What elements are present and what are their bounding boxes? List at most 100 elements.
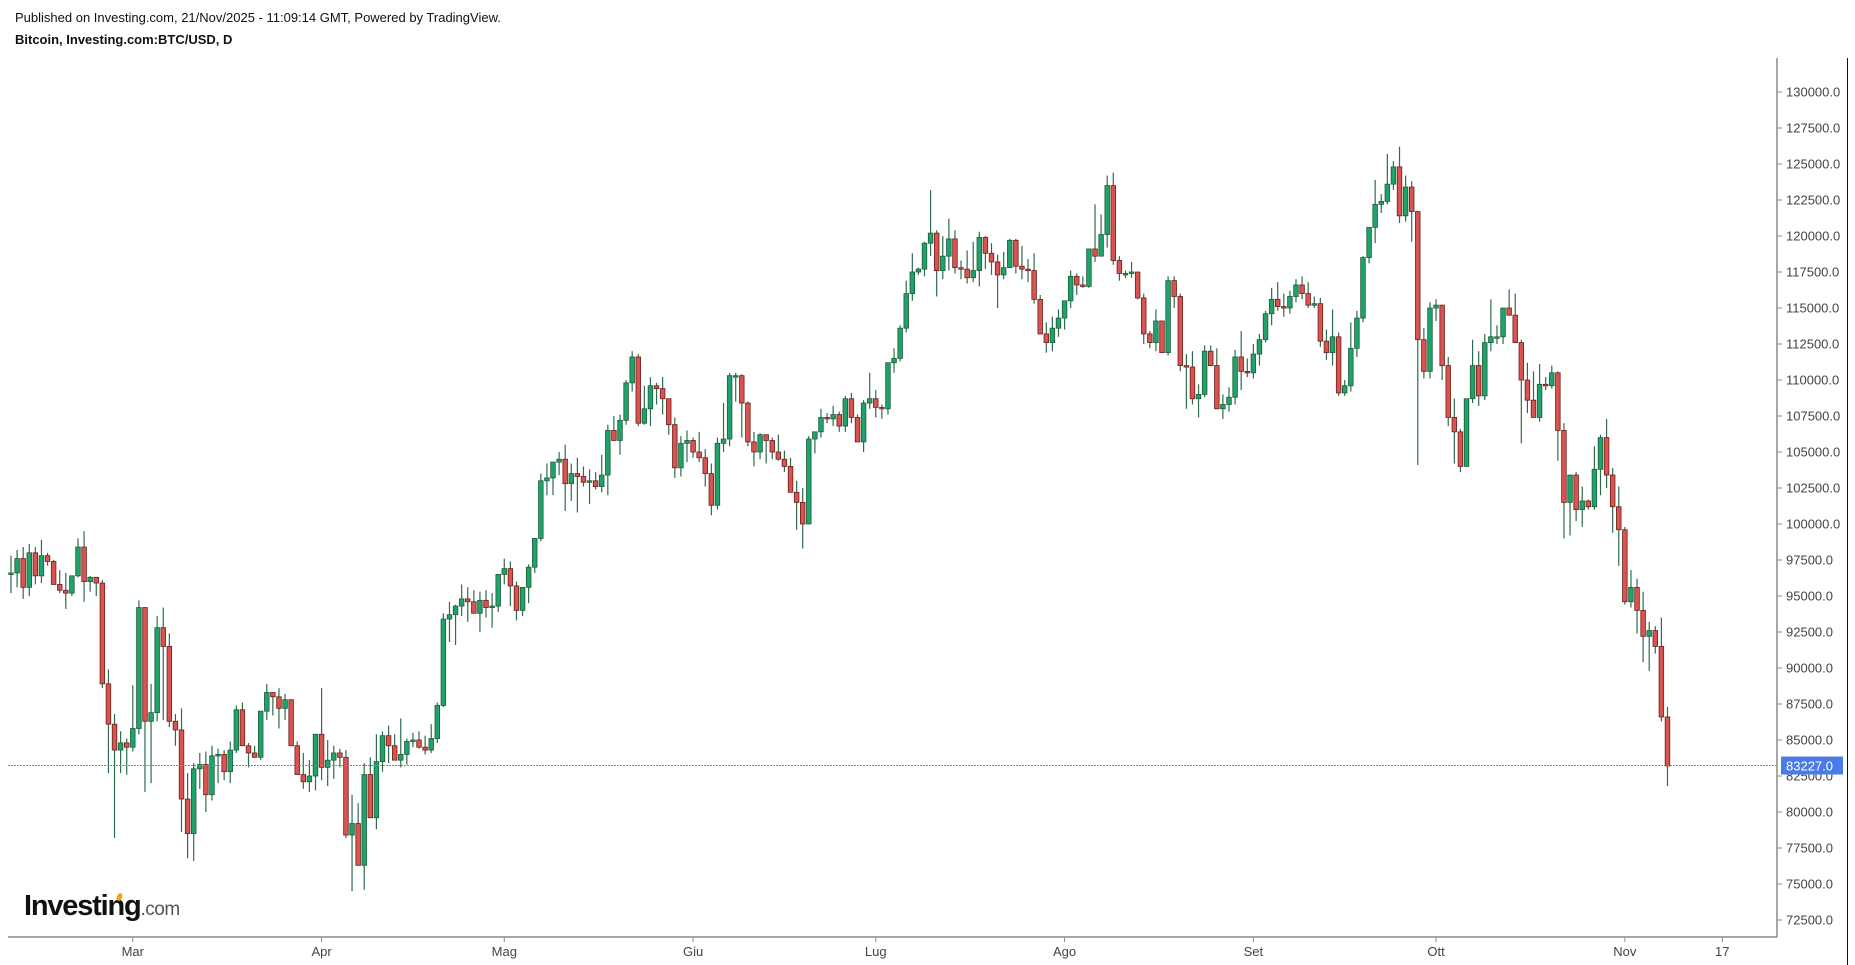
- candle-down: [1189, 366, 1196, 400]
- candle-down: [751, 441, 757, 453]
- candle-up: [410, 739, 416, 742]
- candle-up: [921, 242, 928, 270]
- candle-down: [873, 398, 879, 408]
- candle-up: [568, 473, 574, 485]
- candle-up: [1494, 336, 1500, 339]
- price-axis[interactable]: 72500.075000.077500.080000.082500.085000…: [1776, 58, 1840, 937]
- candle-down: [1524, 379, 1531, 401]
- candle-up: [495, 574, 501, 607]
- candle-up: [940, 255, 946, 271]
- candle-down: [471, 601, 477, 614]
- candle-down: [124, 742, 130, 748]
- candle-up: [227, 749, 233, 773]
- candle-up: [361, 774, 367, 866]
- candle-up: [1268, 298, 1275, 315]
- candle-down: [1177, 296, 1183, 367]
- candle-up: [641, 408, 648, 424]
- candle-down: [1214, 365, 1220, 410]
- candle-up: [605, 429, 611, 476]
- candle-down: [1421, 339, 1427, 372]
- candle-down: [1141, 297, 1147, 335]
- candle-up: [1591, 468, 1598, 508]
- price-tick-label: 77500.0: [1786, 841, 1833, 856]
- candle-up: [1220, 404, 1226, 410]
- candle-up: [1536, 383, 1543, 418]
- price-tick-label: 87500.0: [1786, 697, 1833, 712]
- candle-up: [190, 768, 197, 834]
- candle-down: [848, 398, 855, 418]
- candle-up: [714, 442, 721, 506]
- candle-up: [1628, 586, 1634, 603]
- candle-down: [1573, 474, 1579, 511]
- candle-up: [38, 555, 45, 577]
- candle-down: [1074, 275, 1080, 286]
- candle-down: [294, 745, 300, 775]
- candle-up: [885, 362, 891, 410]
- candle-up: [1579, 500, 1585, 510]
- candle-up: [586, 480, 593, 483]
- candle-up: [1232, 356, 1238, 398]
- candle-up: [976, 237, 983, 271]
- time-tick-label: 17: [1715, 944, 1729, 959]
- candle-down: [1530, 399, 1537, 418]
- candle-down: [221, 754, 227, 773]
- candle-down: [355, 823, 361, 866]
- candle-down: [300, 774, 307, 783]
- candle-up: [525, 566, 532, 588]
- candle-up: [1342, 385, 1348, 394]
- candle-up: [647, 385, 654, 410]
- candle-up: [1360, 257, 1366, 319]
- time-tick-label: Set: [1244, 944, 1264, 959]
- candle-up: [1567, 474, 1573, 503]
- candle-down: [781, 458, 788, 467]
- candle-down: [1208, 350, 1214, 367]
- candle-down: [672, 424, 678, 469]
- candle-down: [763, 434, 769, 441]
- candle-up: [1195, 393, 1202, 400]
- candle-up: [440, 618, 447, 706]
- last-price-tag: 83227.0: [1781, 756, 1843, 775]
- price-tick-label: 85000.0: [1786, 733, 1833, 748]
- candle-down: [251, 752, 258, 758]
- candle-down: [160, 627, 166, 647]
- candle-down: [1013, 239, 1019, 267]
- time-axis[interactable]: Mar Apr Mag Giu Lug Ago Set Ott Nov 17: [8, 936, 1777, 959]
- candle-up: [544, 477, 550, 482]
- candle-down: [1664, 716, 1671, 767]
- time-tick-label: Nov: [1613, 944, 1637, 959]
- candle-up: [1067, 275, 1074, 302]
- candle-up: [197, 764, 203, 770]
- candle-up: [623, 382, 629, 421]
- candle-up: [1402, 186, 1409, 217]
- candle-up: [1500, 307, 1506, 338]
- price-tick-label: 105000.0: [1786, 445, 1840, 460]
- candle-down: [142, 607, 148, 722]
- price-tick-label: 110000.0: [1786, 373, 1839, 388]
- candle-up: [501, 568, 507, 575]
- price-tick-label: 112500.0: [1786, 337, 1839, 352]
- candle-down: [81, 546, 87, 582]
- candle-down: [1037, 298, 1043, 335]
- candle-up: [1469, 365, 1476, 400]
- candle-up: [373, 761, 380, 819]
- candle-down: [1409, 186, 1415, 212]
- candle-down: [1134, 271, 1141, 299]
- candle-up: [130, 728, 136, 748]
- candle-up: [556, 458, 562, 463]
- candle-down: [1092, 248, 1098, 257]
- candle-down: [44, 555, 51, 562]
- candle-up: [1201, 350, 1208, 395]
- candle-up: [282, 699, 288, 709]
- candle-down: [1305, 293, 1311, 306]
- candle-up: [757, 434, 763, 453]
- candle-down: [1640, 610, 1646, 637]
- candle-up: [1427, 307, 1433, 372]
- investing-logo: Investing .com: [24, 890, 180, 923]
- candle-down: [1439, 304, 1445, 366]
- candle-down: [696, 451, 702, 459]
- candle-up: [324, 759, 331, 768]
- candle-down: [483, 599, 489, 608]
- candle-up: [806, 438, 812, 525]
- candle-up: [1293, 284, 1299, 297]
